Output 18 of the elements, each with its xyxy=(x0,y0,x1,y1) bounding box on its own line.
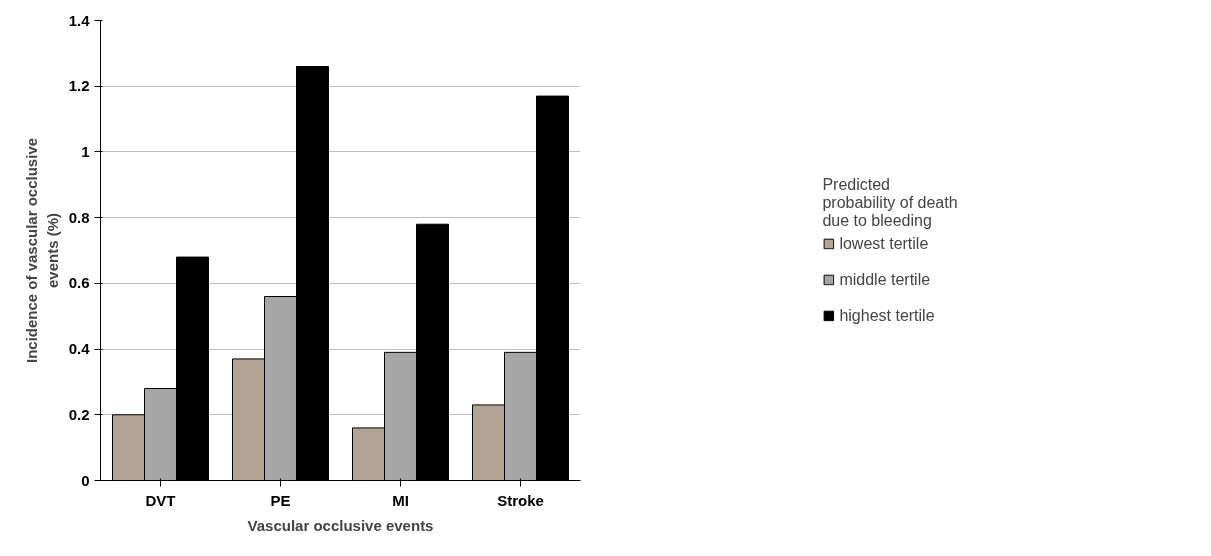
legend-label: lowest tertile xyxy=(839,234,929,253)
y-tick-label: 0.8 xyxy=(68,208,90,226)
x-tick-label: PE xyxy=(270,491,291,509)
x-axis-title: Vascular occlusive events xyxy=(247,516,434,534)
y-tick-label: 0.6 xyxy=(68,274,90,292)
y-axis-title: Incidence of vascular occlusive events (%) xyxy=(23,137,61,364)
y-tick-label: 0.2 xyxy=(68,405,90,423)
x-tick-label: Stroke xyxy=(497,491,544,509)
y-tick-label: 1.2 xyxy=(68,77,90,95)
legend-title: Predicted probability of death due to bleeding xyxy=(822,175,958,230)
x-tick-label: MI xyxy=(392,491,409,509)
y-tick-label: 0.4 xyxy=(68,340,91,358)
legend-label: highest tertile xyxy=(839,306,935,325)
legend-label: middle tertile xyxy=(839,270,931,289)
y-tick-label: 1.4 xyxy=(68,11,91,29)
y-tick-label: 0 xyxy=(81,471,90,489)
y-tick-label: 1 xyxy=(81,142,90,160)
x-tick-label: DVT xyxy=(145,491,176,509)
